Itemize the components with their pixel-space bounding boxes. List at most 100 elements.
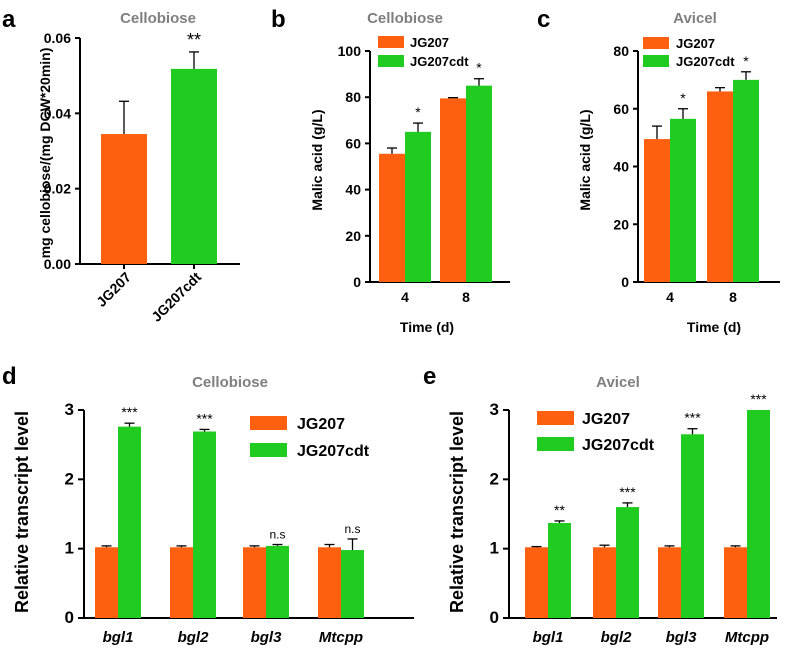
panel-a-ytick-label: 0.04	[44, 105, 71, 121]
panel-b-bar-jg207cdt-4	[405, 131, 431, 282]
panel-b-legend-swatch-jg207	[378, 36, 404, 48]
panel-letter-b: b	[271, 6, 286, 33]
panel-b-xlabel: Time (d)	[400, 319, 454, 335]
panel-c-xlabel: Time (d)	[687, 319, 741, 335]
panel-e-ylabel: Relative transcript level	[447, 411, 467, 613]
panel-d-significance: n.s	[344, 522, 360, 536]
panel-e-xtick-label: Mtcpp	[725, 629, 769, 646]
panel-d-xtick-label: Mtcpp	[319, 629, 363, 646]
panel-c-legend-jg207: JG207	[676, 36, 715, 51]
panel-b-ytick-label: 40	[345, 182, 361, 198]
panel-d-legend-jg207: JG207	[297, 416, 345, 433]
panel-e-xtick-label: bgl3	[666, 629, 697, 646]
panel-a-xtick-label: JG207cdt	[148, 269, 204, 325]
panel-c-bar-jg207cdt-8	[733, 79, 759, 282]
panel-b-bar-jg207cdt-8	[466, 85, 492, 283]
panel-e-bar-jg207cdt-mtcpp	[747, 410, 770, 618]
panel-c-ytick-label: 60	[613, 101, 629, 117]
panel-b-ylabel: Malic acid (g/L)	[309, 109, 325, 210]
panel-d-ytick-label: 3	[65, 400, 74, 419]
panel-c-ylabel: Malic acid (g/L)	[577, 109, 593, 210]
panel-letter-a: a	[2, 6, 16, 33]
panel-e-bar-jg207cdt-bgl1	[548, 523, 571, 618]
panel-c-significance: *	[680, 90, 686, 106]
panel-d-legend-swatch-jg207cdt	[250, 443, 287, 457]
panel-e-bar-jg207-mtcpp	[724, 547, 747, 618]
panel-a-ylabel: mg cellobiose/(mg DCW*20min)	[37, 48, 53, 259]
panel-e-significance: ***	[750, 391, 767, 407]
panel-d-bar-jg207cdt-bgl1	[118, 426, 141, 618]
panel-e-xtick-label: bgl2	[601, 629, 632, 646]
panel-d-ytick-label: 0	[65, 608, 74, 627]
panel-d-xtick-label: bgl2	[178, 629, 209, 646]
panel-b-ytick-label: 20	[345, 228, 361, 244]
panel-c-significance: *	[743, 53, 749, 69]
panel-e-ytick-label: 1	[490, 539, 499, 558]
panel-e-ytick-label: 2	[490, 469, 499, 488]
panel-b-legend-jg207cdt: JG207cdt	[410, 54, 469, 69]
panel-c-legend-swatch-jg207cdt	[643, 55, 669, 67]
panel-d-bar-jg207cdt-mtcpp	[341, 550, 364, 618]
panel-d-title: Cellobiose	[192, 374, 268, 391]
panel-d-bar-jg207cdt-bgl2	[193, 431, 216, 618]
panel-d-xtick-label: bgl1	[103, 629, 134, 646]
panel-c-legend-swatch-jg207	[643, 37, 669, 49]
panel-c-ytick-label: 0	[621, 274, 629, 290]
panel-e-title: Avicel	[596, 374, 640, 391]
panel-c-ytick-label: 80	[613, 43, 629, 59]
panel-d-legend-jg207cdt: JG207cdt	[297, 443, 370, 460]
panel-b-title: Cellobiose	[367, 10, 443, 27]
panel-d-significance: n.s	[269, 528, 285, 542]
panel-c-title: Avicel	[673, 10, 717, 27]
panel-e-legend-jg207: JG207	[582, 411, 630, 428]
panel-d-legend-swatch-jg207	[250, 416, 287, 430]
panel-a-ytick-label: 0.00	[44, 256, 71, 272]
panel-letter-e: e	[423, 363, 436, 390]
panel-b-bar-jg207-4	[379, 153, 405, 282]
panel-d-bar-jg207-bgl3	[243, 547, 266, 618]
panel-c-legend-jg207cdt: JG207cdt	[676, 54, 735, 69]
panel-c-bar-jg207-4	[644, 139, 670, 282]
panel-e-legend-jg207cdt: JG207cdt	[582, 437, 655, 454]
panel-b-significance: *	[415, 104, 421, 120]
panel-e-ytick-label: 3	[490, 400, 499, 419]
panel-e-bar-jg207cdt-bgl3	[681, 434, 704, 618]
panel-e-ytick-label: 0	[490, 608, 499, 627]
panel-c-ytick-label: 20	[613, 216, 629, 232]
panel-c-xtick-label: 8	[729, 289, 737, 305]
panel-a-bar-jg207	[101, 134, 147, 264]
panel-e-bar-jg207-bgl2	[593, 547, 616, 618]
panel-d-bar-jg207cdt-bgl3	[266, 545, 289, 618]
panel-e-significance: ***	[684, 410, 701, 426]
panel-b-legend-jg207: JG207	[410, 35, 449, 50]
panel-a-ytick-label: 0.02	[44, 181, 71, 197]
panel-a-ytick-label: 0.06	[44, 30, 71, 46]
panel-d-significance: ***	[121, 404, 138, 420]
panel-e-legend-swatch-jg207cdt	[537, 437, 574, 451]
panel-d-ylabel: Relative transcript level	[12, 411, 32, 613]
panel-d-ytick-label: 2	[65, 469, 74, 488]
panel-b-ytick-label: 60	[345, 135, 361, 151]
panel-d-bar-jg207-bgl2	[170, 547, 193, 618]
panel-d-bar-jg207-mtcpp	[318, 547, 341, 618]
panel-a-significance: **	[187, 30, 201, 50]
panel-b-ytick-label: 0	[353, 274, 361, 290]
panel-c-xtick-label: 4	[666, 289, 674, 305]
panel-c-ytick-label: 40	[613, 159, 629, 175]
panel-e-significance: ***	[619, 484, 636, 500]
panel-d-bar-jg207-bgl1	[95, 547, 118, 618]
panel-e-legend-swatch-jg207	[537, 411, 574, 425]
panel-letter-d: d	[2, 363, 17, 390]
panel-d-xtick-label: bgl3	[251, 629, 282, 646]
panel-d-ytick-label: 1	[65, 539, 74, 558]
panel-b-xtick-label: 8	[462, 289, 470, 305]
panel-e-bar-jg207cdt-bgl2	[616, 507, 639, 618]
panel-b-xtick-label: 4	[401, 289, 409, 305]
panel-a-bar-jg207cdt	[171, 68, 217, 265]
panel-b-ytick-label: 100	[338, 43, 362, 59]
panel-e-xtick-label: bgl1	[533, 629, 564, 646]
panel-c-bar-jg207-8	[707, 91, 733, 282]
panel-c-bar-jg207cdt-4	[670, 118, 696, 282]
